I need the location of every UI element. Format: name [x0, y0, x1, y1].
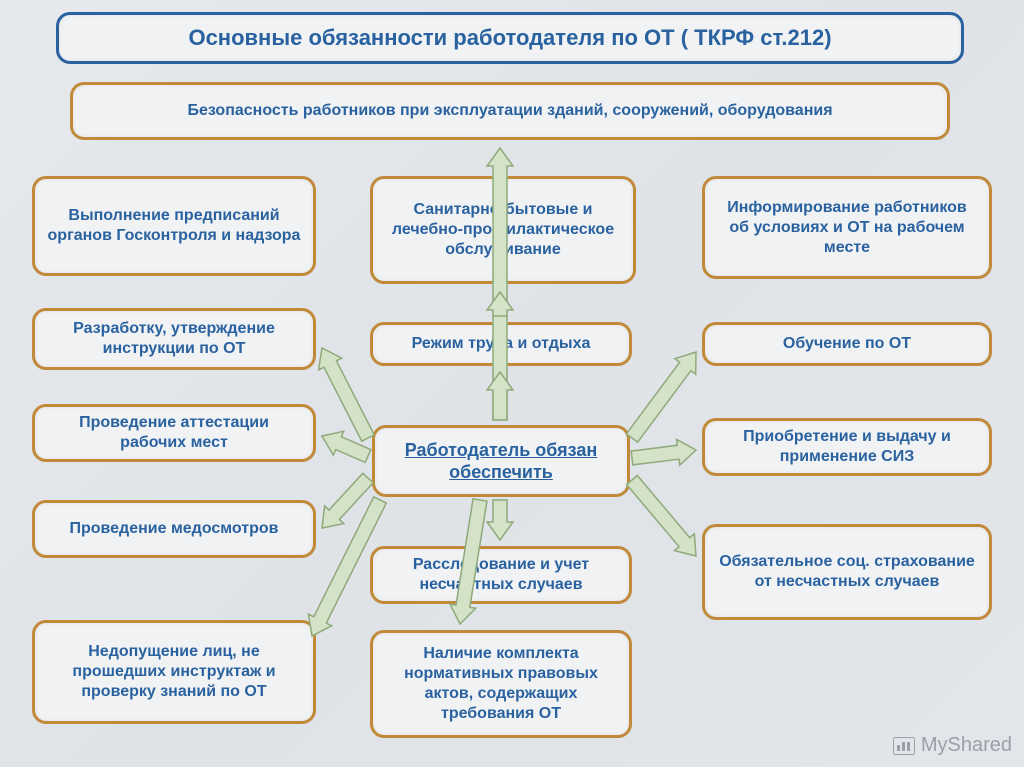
center-node: Работодатель обязан обеспечить — [372, 425, 630, 497]
diagram-title: Основные обязанности работодателя по ОТ … — [56, 12, 964, 64]
node-n1: Выполнение предписаний органов Госконтро… — [32, 176, 316, 276]
node-n7: Проведение аттестации рабочих мест — [32, 404, 316, 462]
diagram-canvas: { "layout": { "width": 1024, "height": 7… — [0, 0, 1024, 767]
node-n4: Разработку, утверждение инструкции по ОТ — [32, 308, 316, 370]
center-line2: обеспечить — [449, 462, 553, 482]
watermark-icon — [893, 737, 915, 755]
node-n2: Санитарно-бытовые и лечебно-профилактиче… — [370, 176, 636, 284]
node-n5: Режим труда и отдыха — [370, 322, 632, 366]
center-line1: Работодатель обязан — [405, 440, 598, 460]
node-n6: Обучение по ОТ — [702, 322, 992, 366]
diagram-subtitle-node: Безопасность работников при эксплуатации… — [70, 82, 950, 140]
node-n12: Недопущение лиц, не прошедших инструктаж… — [32, 620, 316, 724]
node-n11: Обязательное соц. страхование от несчаст… — [702, 524, 992, 620]
watermark: MyShared — [893, 734, 1012, 757]
watermark-text: MyShared — [921, 734, 1012, 757]
node-n3: Информирование работников об условиях и … — [702, 176, 992, 279]
node-n13: Наличие комплекта нормативных правовых а… — [370, 630, 632, 738]
node-n10: Расследование и учет несчастных случаев — [370, 546, 632, 604]
node-n8: Приобретение и выдачу и применение СИЗ — [702, 418, 992, 476]
node-n9: Проведение медосмотров — [32, 500, 316, 558]
